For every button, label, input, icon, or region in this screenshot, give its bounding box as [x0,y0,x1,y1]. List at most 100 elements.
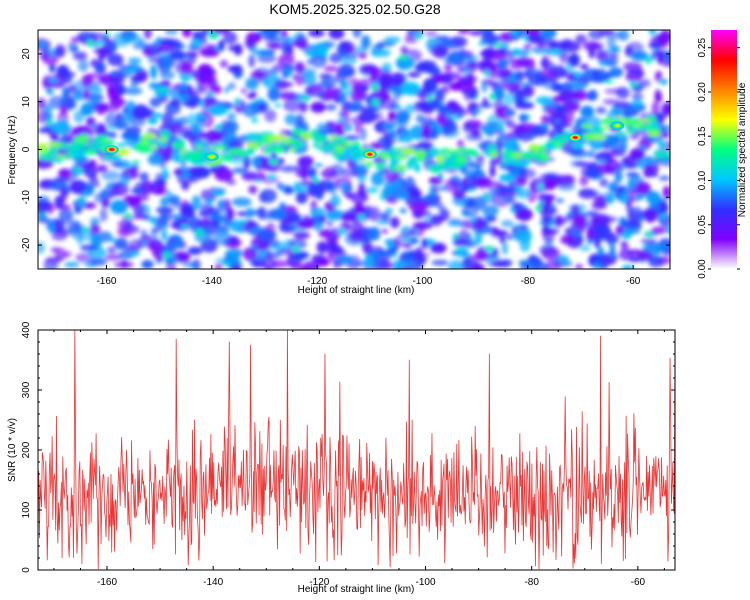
heatmap-cell [250,72,270,78]
heatmap-cell [143,30,152,40]
heatmap-cell [349,155,365,161]
heatmap-cell [651,226,670,234]
heatmap-cell [191,195,202,211]
heatmap-cell [480,125,498,133]
heatmap-cell [245,207,255,218]
heatmap-cell [370,49,391,57]
heatmap-cell [666,225,670,233]
heatmap-cell [231,197,252,207]
heatmap-cell [646,191,661,205]
heatmap-cell [518,168,537,179]
heatmap-cell [503,140,520,153]
heatmap-cell [323,65,338,72]
heatmap-cell [478,41,487,46]
heatmap-cell [415,149,427,157]
heatmap-cell [490,188,499,195]
heatmap-cell [438,173,443,181]
heatmap-cell [131,104,150,120]
heatmap-cell [64,261,80,268]
heatmap-cell [593,262,601,269]
heatmap-cell [622,118,636,126]
heatmap-cell [58,208,74,224]
heatmap-cell [555,119,561,124]
heatmap-cell [642,124,654,129]
heatmap-cell [321,242,341,253]
heatmap-cell [134,69,149,82]
heatmap-cell [482,205,499,217]
heatmap-cell [226,207,235,221]
heatmap-cell [345,83,350,87]
heatmap-cell [327,141,339,147]
heatmap-cell [261,140,274,145]
heatmap-cell [223,31,238,45]
heatmap-cell [277,54,295,67]
heatmap-cell [209,129,229,137]
heatmap-cell [469,30,484,36]
heatmap-cell [109,161,125,167]
heatmap-cell [544,144,556,151]
heatmap-cell [317,215,327,221]
heatmap-cell [570,204,580,217]
y-tick-label: 0 [21,567,32,573]
heatmap-cell [489,165,496,178]
heatmap-cell [153,112,163,118]
heatmap-cell [517,48,530,57]
heatmap-cell [460,185,470,192]
heatmap-cell [482,97,489,109]
heatmap-cell [378,170,387,175]
heatmap-cell [336,118,347,122]
heatmap-cell [645,116,657,122]
x-tick-label: -120 [307,276,327,287]
heatmap-cell [340,138,348,144]
heatmap-cell [480,249,488,258]
heatmap-cell [227,82,236,90]
heatmap-cell [572,89,588,102]
heatmap-cell [547,112,566,127]
heatmap-cell [278,91,298,100]
heatmap-cell [161,212,169,226]
heatmap-cell [274,79,288,91]
heatmap-cell [121,259,128,269]
heatmap-cell [479,50,496,58]
heatmap-cell [200,189,212,201]
heatmap-cell [655,151,670,158]
heatmap-cell [407,261,423,269]
heatmap-cell [397,136,403,143]
heatmap-cell [622,227,641,235]
heatmap-cell [187,166,204,176]
heatmap-cell [313,135,329,144]
heatmap-cell [648,256,665,268]
heatmap-cell [251,117,258,123]
heatmap-cell [268,43,281,50]
heatmap-cell [421,124,431,133]
heatmap-cell [625,171,640,178]
heatmap-cell [589,75,610,83]
heatmap-cell [400,81,421,96]
heatmap-cell [98,72,111,86]
heatmap-cell [501,195,517,203]
heatmap-cell [274,103,282,108]
heatmap-cell [314,163,323,167]
heatmap-cell [150,144,157,151]
heatmap-cell [38,143,47,151]
heatmap-cell [335,96,342,104]
heatmap-cell [54,44,66,58]
heatmap-cell [234,97,240,106]
heatmap-cell [531,47,552,55]
heatmap-cell [149,97,162,108]
heatmap-cell [48,79,58,83]
heatmap-cell [170,121,185,134]
heatmap-cell [183,76,192,81]
heatmap-cell [93,135,104,142]
heatmap-cell [267,175,276,180]
heatmap-cell [661,102,670,116]
heatmap-cell [506,234,514,240]
heatmap-cell [553,135,569,144]
heatmap-cell [393,165,407,172]
heatmap-cell [616,86,630,99]
heatmap-cell [293,231,311,240]
heatmap-cell [379,195,385,200]
heatmap-cell [48,147,59,155]
heatmap-cell [316,122,327,135]
heatmap-cell [308,167,316,181]
